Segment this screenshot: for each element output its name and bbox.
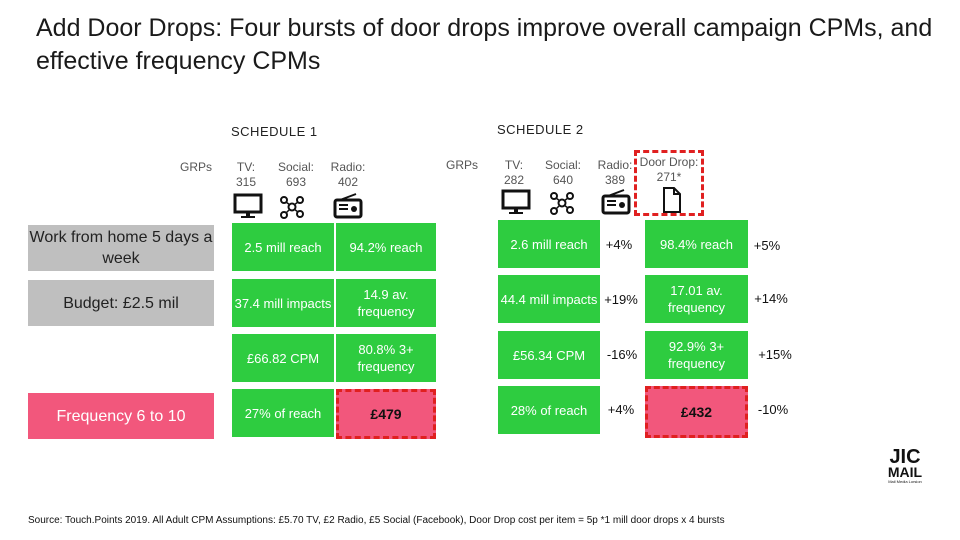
s2-reach-share-cell: 28% of reach <box>498 386 600 434</box>
delta-frequency: +14% <box>754 291 788 306</box>
s2-social-grps: 640 <box>552 173 574 187</box>
s2-impacts-cell: 44.4 mill impacts <box>498 275 600 323</box>
delta-reach-pct: +5% <box>753 238 781 253</box>
s2-reach-pct-cell: 98.4% reach <box>645 220 748 268</box>
s2-door-drop-header: Door Drop: 271* <box>636 155 702 185</box>
s1-frequency-cell: 14.9 av. frequency <box>336 279 436 327</box>
s2-tv-header: TV: 282 <box>496 158 532 188</box>
s2-cpm-cell: £56.34 CPM <box>498 331 600 379</box>
s2-tv-name: TV: <box>504 158 524 172</box>
delta-effective-cpm: -10% <box>757 402 789 417</box>
s1-tv-name: TV: <box>236 160 256 174</box>
document-icon <box>655 186 687 214</box>
delta-3plus-frequency: +15% <box>758 347 792 362</box>
s1-effective-cpm-cell: £479 <box>336 389 436 439</box>
door-drop-highlight-box <box>634 150 704 216</box>
delta-impacts: +19% <box>604 292 638 307</box>
s2-radio-grps: 389 <box>604 173 626 187</box>
s1-impacts-cell: 37.4 mill impacts <box>232 279 334 327</box>
row-label-work-from-home: Work from home 5 days a week <box>28 225 214 271</box>
delta-reach-share: +4% <box>607 402 635 417</box>
s2-reach-cell: 2.6 mill reach <box>498 220 600 268</box>
s2-3plus-frequency-cell: 92.9% 3+ frequency <box>645 331 748 379</box>
s2-frequency-cell: 17.01 av. frequency <box>645 275 748 323</box>
schedule-1-label: SCHEDULE 1 <box>231 124 318 139</box>
s2-effective-cpm-cell: £432 <box>645 386 748 438</box>
s1-tv-grps: 315 <box>235 175 257 189</box>
s1-radio-grps: 402 <box>337 175 359 189</box>
logo-tagline: Mail Media Lorsion <box>888 479 922 484</box>
s2-social-header: Social: 640 <box>540 158 586 188</box>
s2-radio-header: Radio: 389 <box>594 158 636 188</box>
schedule-2-grps-label: GRPs <box>446 158 479 172</box>
s1-radio-name: Radio: <box>330 160 366 174</box>
s2-social-name: Social: <box>544 158 582 172</box>
delta-reach: +4% <box>605 237 633 252</box>
s1-reach-share-cell: 27% of reach <box>232 389 334 437</box>
social-network-icon <box>276 192 308 220</box>
page-title: Add Door Drops: Four bursts of door drop… <box>36 14 933 75</box>
s1-social-name: Social: <box>277 160 315 174</box>
s2-tv-grps: 282 <box>503 173 525 187</box>
radio-icon <box>332 192 364 220</box>
s1-reach-cell: 2.5 mill reach <box>232 223 334 271</box>
s1-social-header: Social: 693 <box>272 160 320 190</box>
s2-door-drop-name: Door Drop: <box>639 155 699 169</box>
s1-social-grps: 693 <box>285 175 307 189</box>
logo-line1: JIC <box>889 446 921 468</box>
schedule-2-label: SCHEDULE 2 <box>497 122 584 137</box>
logo-line2: MAIL <box>887 464 923 480</box>
s1-reach-pct-cell: 94.2% reach <box>336 223 436 271</box>
tv-icon <box>232 192 264 220</box>
delta-cpm: -16% <box>606 347 638 362</box>
s1-cpm-cell: £66.82 CPM <box>232 334 334 382</box>
source-footnote: Source: Touch.Points 2019. All Adult CPM… <box>28 515 725 526</box>
social-network-icon <box>546 188 578 216</box>
s1-3plus-frequency-cell: 80.8% 3+ frequency <box>336 334 436 382</box>
jicmail-logo: JIC MAIL Mail Media Lorsion <box>880 446 930 484</box>
s2-door-drop-grps: 271* <box>656 170 682 184</box>
s1-radio-header: Radio: 402 <box>326 160 370 190</box>
s2-radio-name: Radio: <box>597 158 633 172</box>
schedule-1-grps-label: GRPs <box>180 160 213 174</box>
row-label-budget: Budget: £2.5 mil <box>28 280 214 326</box>
tv-icon <box>500 188 532 216</box>
s1-tv-header: TV: 315 <box>226 160 266 190</box>
radio-icon <box>600 188 632 216</box>
row-label-frequency: Frequency 6 to 10 <box>28 393 214 439</box>
